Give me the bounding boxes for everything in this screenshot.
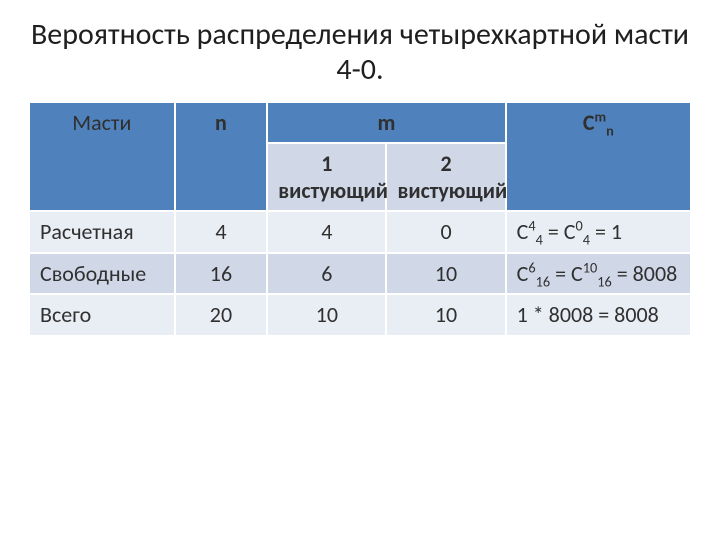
cell-m2: 0	[386, 211, 505, 253]
table-row: Свободные 16 6 10 C616 = C1016 = 8008	[29, 253, 691, 295]
cell-m1: 6	[267, 253, 386, 295]
cell-result: C44 = C04 = 1	[506, 211, 691, 253]
col-subheader-m1: 1 вистующий	[267, 143, 386, 211]
row-label: Свободные	[29, 253, 175, 295]
cell-n: 20	[175, 294, 268, 336]
row-label: Расчетная	[29, 211, 175, 253]
cell-result: 1 * 8008 = 8008	[506, 294, 691, 336]
col-header-label: Масти	[29, 102, 175, 211]
table-header-row-1: Масти n m Cmn	[29, 102, 691, 143]
probability-table: Масти n m Cmn 1 вистующий 2 вистующий Ра…	[28, 101, 692, 337]
col-header-n: n	[175, 102, 268, 211]
slide-container: Вероятность распределения четырехкартной…	[0, 0, 720, 540]
table-row: Всего 20 10 10 1 * 8008 = 8008	[29, 294, 691, 336]
row-label: Всего	[29, 294, 175, 336]
col-header-cmn: Cmn	[506, 102, 691, 211]
cell-n: 16	[175, 253, 268, 295]
cell-m1: 10	[267, 294, 386, 336]
cell-n: 4	[175, 211, 268, 253]
cell-m1: 4	[267, 211, 386, 253]
slide-title: Вероятность распределения четырехкартной…	[28, 18, 692, 87]
table-row: Расчетная 4 4 0 C44 = C04 = 1	[29, 211, 691, 253]
cell-m2: 10	[386, 294, 505, 336]
col-header-m-group: m	[267, 102, 505, 143]
col-subheader-m2: 2 вистующий	[386, 143, 505, 211]
cell-result: C616 = C1016 = 8008	[506, 253, 691, 295]
cell-m2: 10	[386, 253, 505, 295]
